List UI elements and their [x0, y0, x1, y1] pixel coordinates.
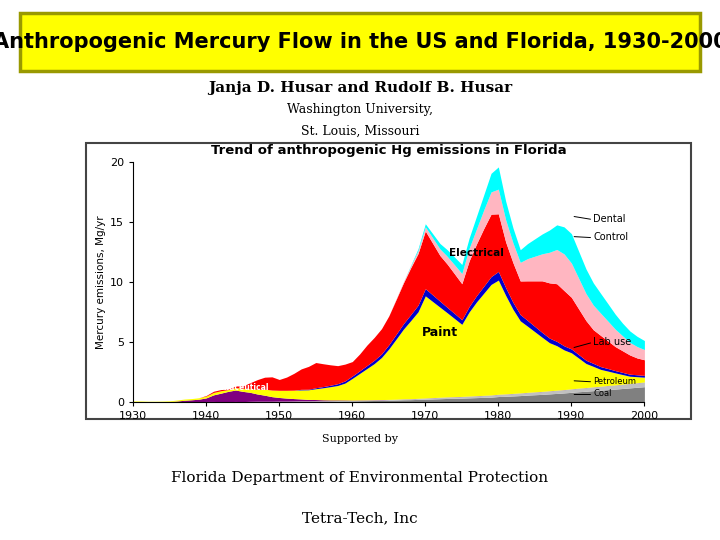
- Text: Tetra-Tech, Inc: Tetra-Tech, Inc: [302, 511, 418, 525]
- Text: Anthropogenic Mercury Flow in the US and Florida, 1930-2000: Anthropogenic Mercury Flow in the US and…: [0, 32, 720, 52]
- Text: Coal: Coal: [593, 389, 612, 397]
- FancyBboxPatch shape: [20, 13, 700, 71]
- FancyBboxPatch shape: [86, 143, 691, 418]
- Title: Trend of anthropogenic Hg emissions in Florida: Trend of anthropogenic Hg emissions in F…: [211, 144, 567, 157]
- Text: Electrical: Electrical: [449, 248, 504, 258]
- Text: Control: Control: [593, 232, 629, 242]
- Text: Paint: Paint: [422, 326, 458, 339]
- Text: Supported by: Supported by: [322, 434, 398, 444]
- Text: Janja D. Husar and Rudolf B. Husar: Janja D. Husar and Rudolf B. Husar: [208, 81, 512, 95]
- Text: Washington University,: Washington University,: [287, 103, 433, 116]
- Text: Florida Department of Environmental Protection: Florida Department of Environmental Prot…: [171, 471, 549, 485]
- Text: St. Louis, Missouri: St. Louis, Missouri: [301, 125, 419, 138]
- Text: Dental: Dental: [593, 214, 626, 224]
- Text: Lab use: Lab use: [593, 336, 631, 347]
- Text: Petroleum: Petroleum: [593, 377, 636, 386]
- Y-axis label: Mercury emissions, Mg/yr: Mercury emissions, Mg/yr: [96, 215, 106, 349]
- Text: Pharmaceutical: Pharmaceutical: [202, 383, 269, 391]
